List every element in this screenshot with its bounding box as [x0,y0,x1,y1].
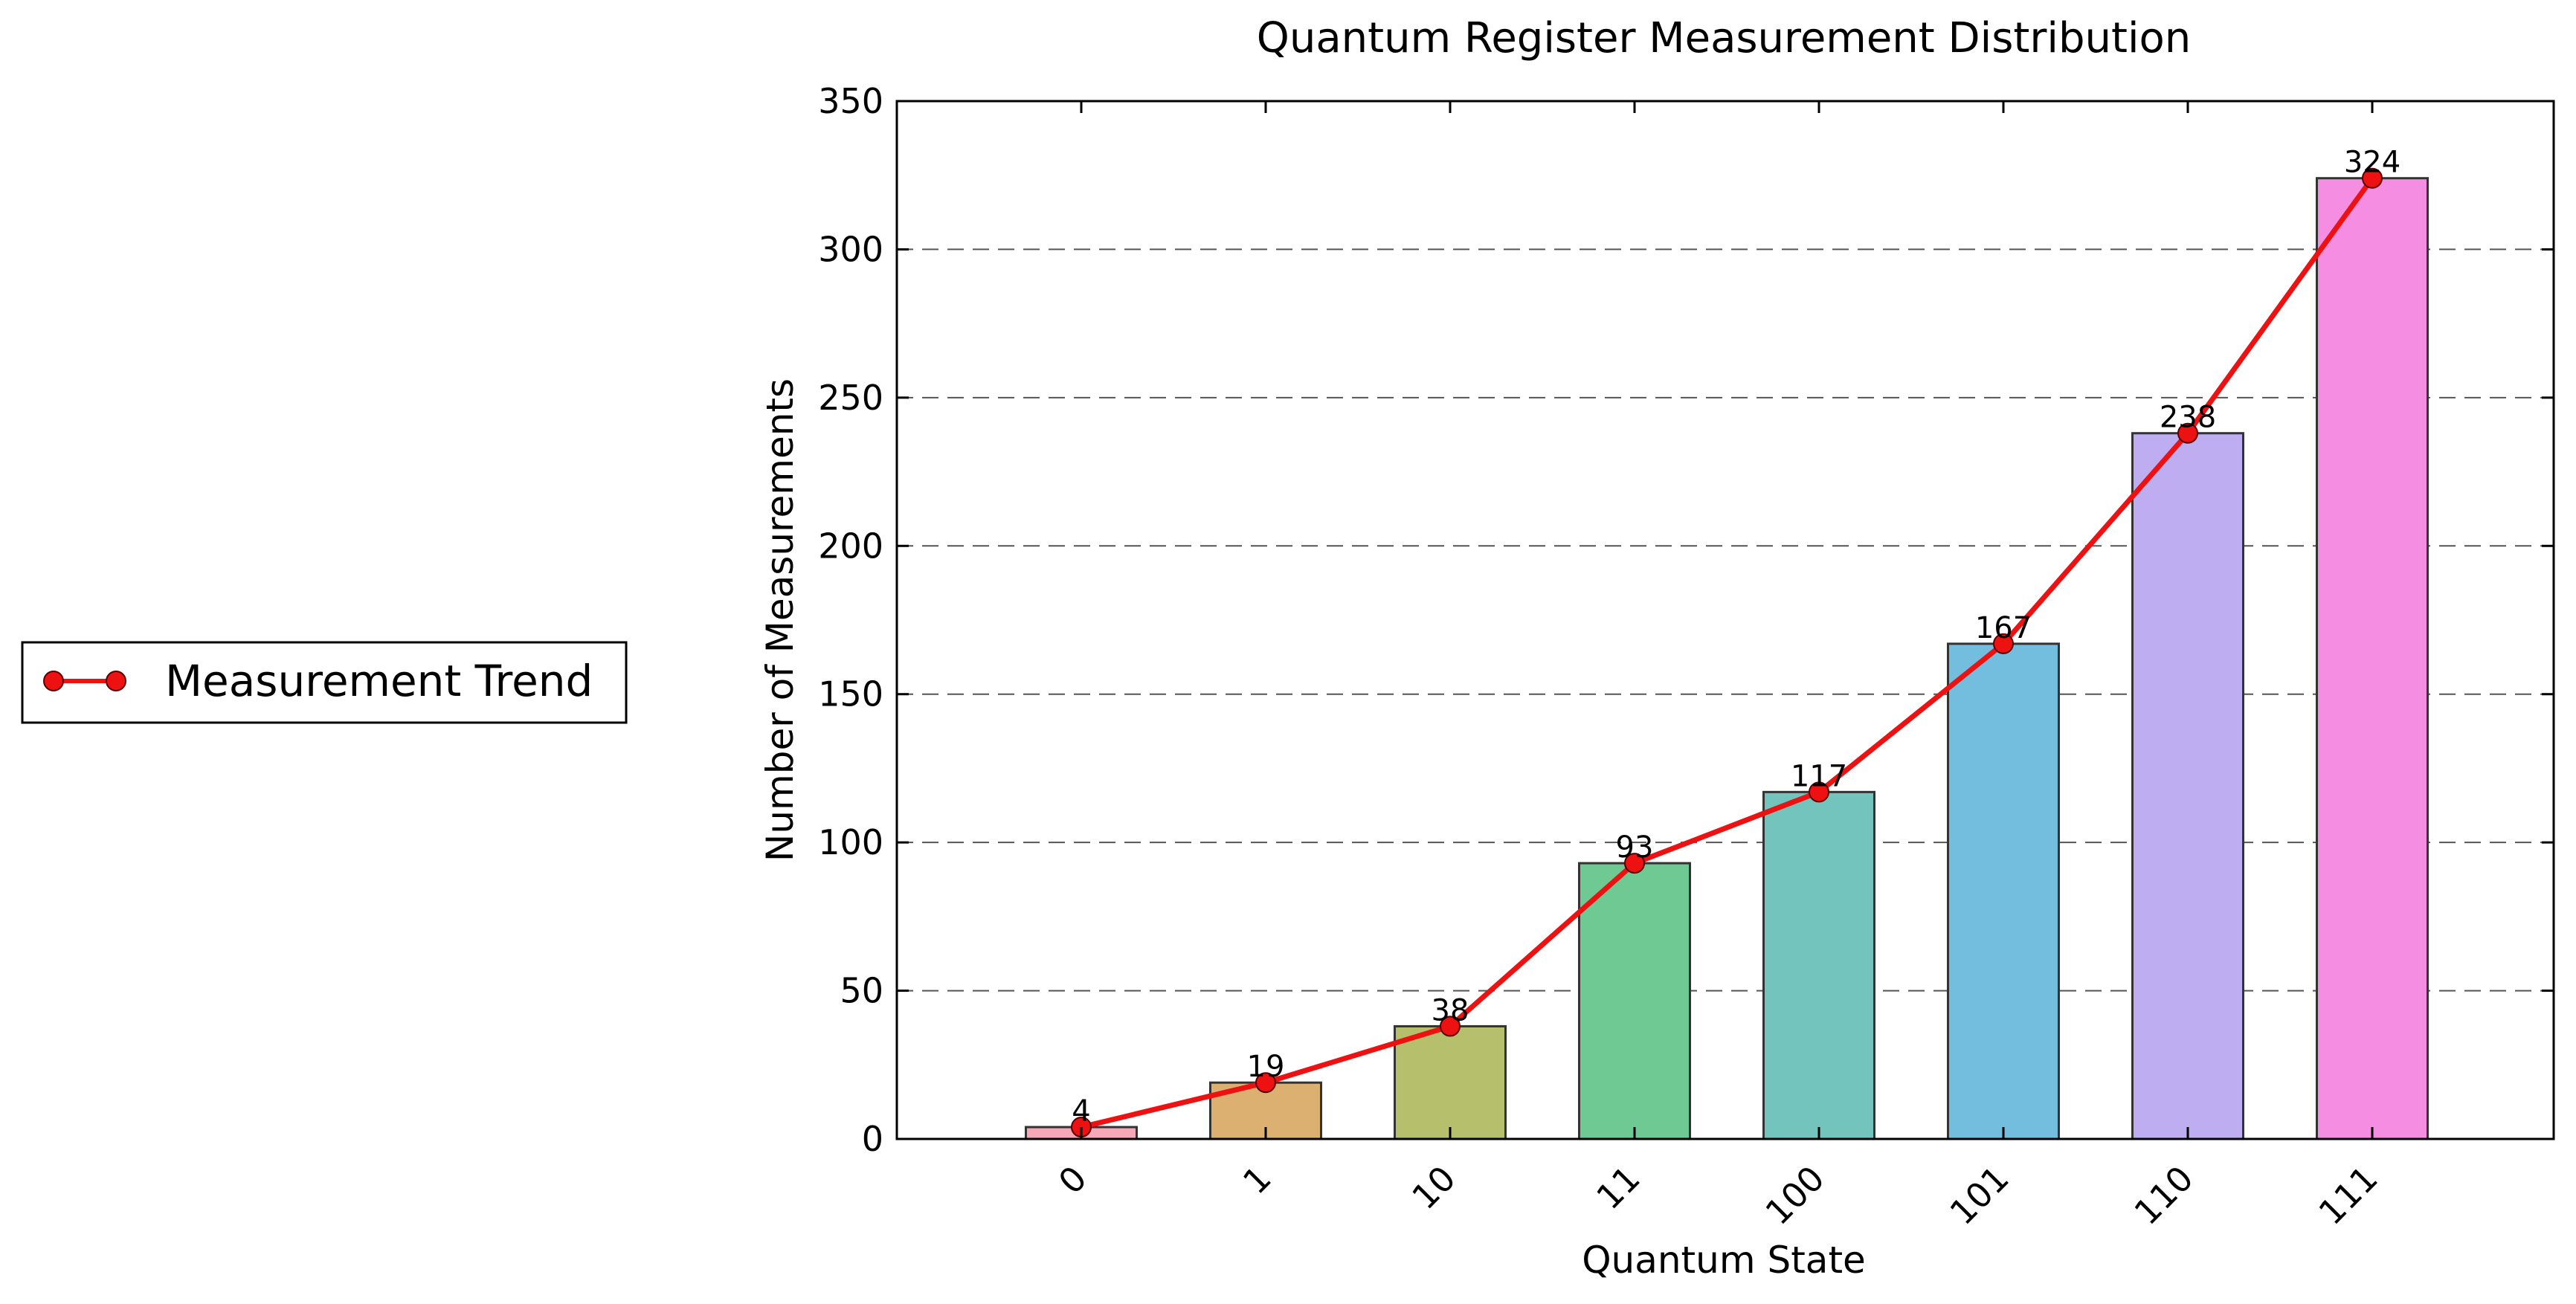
x-tick-label: 101 [1942,1158,2017,1233]
trend-line-layer [1071,167,2383,1138]
x-tick-label: 10 [1404,1158,1464,1218]
x-tick-label: 1 [1235,1158,1279,1202]
bar [1394,1024,1507,1140]
data-labels: 4 19 38 93 117 167 238 324 [1072,146,2400,1129]
data-label: 38 [1432,993,1469,1027]
trend-point [1440,1016,1461,1037]
legend-marker-icon [43,671,64,691]
data-label: 19 [1247,1050,1285,1084]
data-label: 238 [2160,401,2216,435]
data-label: 324 [2344,146,2400,180]
x-tick-label: 111 [2311,1158,2386,1233]
x-tick-label: 11 [1588,1158,1648,1218]
legend-box [21,641,628,724]
bar [1578,862,1691,1140]
trend-point [2177,422,2198,444]
y-tick-label: 0 [862,1119,883,1159]
y-tick-label: 200 [818,526,883,566]
data-label: 4 [1072,1094,1090,1129]
bars [1025,177,2429,1140]
trend-point [1624,853,1645,874]
x-tick-label: 110 [2127,1158,2201,1233]
y-axis-label: Number of Measurements [759,378,802,862]
legend-label: Measurement Trend [165,656,593,706]
x-tick-label: 0 [1051,1158,1095,1202]
x-tick-label: 100 [1758,1158,1832,1233]
trend-point [1809,781,1829,803]
y-tick-label: 100 [818,822,883,862]
bar [2316,177,2429,1140]
y-tick-label: 300 [818,229,883,269]
trend-point [1993,633,2014,654]
bar [1947,642,2060,1140]
legend[interactable]: Measurement Trend [21,641,628,724]
y-tick-label: 150 [818,674,883,714]
bar [1762,790,1875,1140]
trend-line [1081,176,2374,1130]
trend-point [2362,167,2383,189]
x-axis-label: Quantum State [1582,1239,1866,1282]
chart-title: Quantum Register Measurement Distributio… [1257,14,2192,62]
trend-point [1255,1072,1276,1094]
legend-marker-icon [106,671,126,691]
data-label: 93 [1616,830,1654,865]
y-tick-label: 50 [840,971,883,1011]
plot-frame [895,100,2555,1140]
data-label: 167 [1975,611,2032,645]
y-tick-label: 350 [818,81,883,121]
grid-lines [897,248,2554,992]
data-label: 117 [1791,759,1847,793]
y-tick-label: 250 [818,378,883,418]
y-axis: 0 50 100 150 200 250 300 350 [818,81,2554,1159]
bar [2131,432,2244,1140]
